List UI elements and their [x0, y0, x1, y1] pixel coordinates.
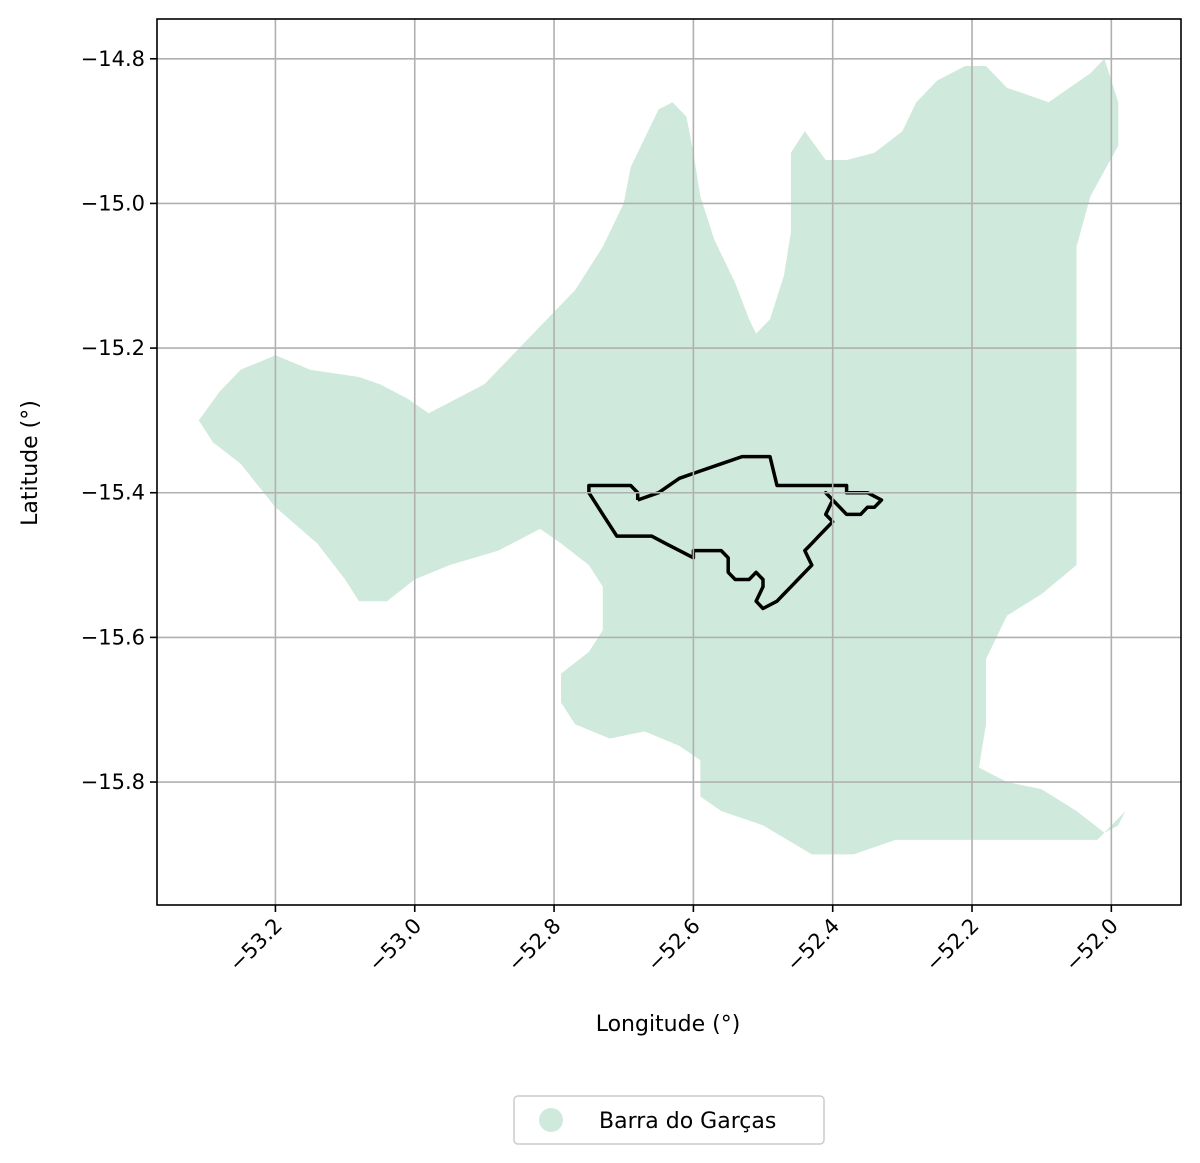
y-tick-label: −14.8: [81, 47, 145, 71]
x-axis-label: Longitude (°): [596, 1012, 741, 1037]
plot-frame: [156, 18, 1182, 906]
y-tick-label: −15.6: [81, 625, 145, 649]
region-barra-do-garcas: [198, 58, 1126, 855]
y-tick-label: −15.8: [81, 770, 145, 794]
y-tick-label: −15.2: [81, 336, 145, 360]
legend-box: [513, 1095, 825, 1145]
legend-marker: [539, 1108, 563, 1132]
grid-lines: [157, 19, 1181, 905]
y-tick-label: −15.4: [81, 481, 145, 505]
y-tick-label: −15.0: [81, 191, 145, 215]
outlined-area-boundary: [587, 454, 884, 611]
y-axis-ticks: −14.8 −15.0 −15.2 −15.4 −15.6 −15.8: [81, 47, 157, 794]
legend: Barra do Garças: [513, 1095, 825, 1145]
map-layer: [198, 58, 1126, 855]
legend-entry-label: Barra do Garças: [599, 1109, 776, 1134]
y-axis-label: Latitude (°): [18, 400, 43, 526]
